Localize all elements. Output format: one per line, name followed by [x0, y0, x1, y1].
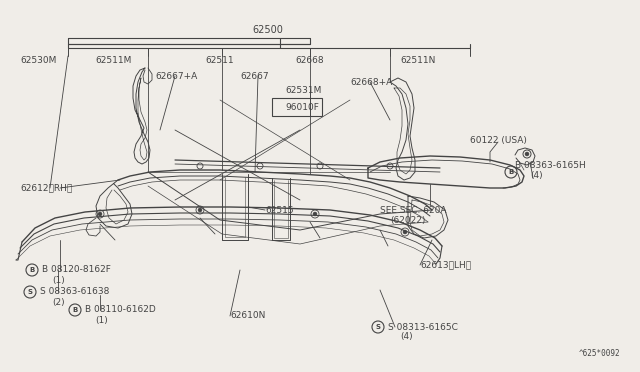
Text: ^625*0092: ^625*0092	[579, 349, 620, 358]
Text: 62668: 62668	[295, 55, 324, 64]
Text: 96010F: 96010F	[285, 103, 319, 112]
Text: (1): (1)	[95, 315, 108, 324]
Text: 60122 (USA): 60122 (USA)	[470, 135, 527, 144]
Text: S: S	[376, 324, 381, 330]
Text: B 08120-8162F: B 08120-8162F	[42, 266, 111, 275]
Text: 62668+A: 62668+A	[350, 77, 392, 87]
Text: B: B	[72, 307, 77, 313]
Text: (62022): (62022)	[390, 215, 426, 224]
Text: B 08363-6165H: B 08363-6165H	[515, 160, 586, 170]
Circle shape	[198, 208, 202, 212]
Text: B 08110-6162D: B 08110-6162D	[85, 305, 156, 314]
Text: 62667+A: 62667+A	[155, 71, 197, 80]
Circle shape	[98, 212, 102, 216]
Text: 62500: 62500	[253, 25, 284, 35]
Circle shape	[313, 212, 317, 216]
Text: B: B	[29, 267, 35, 273]
Text: (2): (2)	[52, 298, 65, 307]
Text: 62511M: 62511M	[95, 55, 131, 64]
Text: 62515: 62515	[265, 205, 294, 215]
Text: (4): (4)	[530, 170, 543, 180]
Text: B: B	[508, 169, 514, 175]
Text: (1): (1)	[52, 276, 65, 285]
Text: (4): (4)	[400, 333, 413, 341]
Text: 62531M: 62531M	[285, 86, 321, 94]
Text: 62610N: 62610N	[230, 311, 266, 321]
Text: S 08313-6165C: S 08313-6165C	[388, 323, 458, 331]
Text: 62612〈RH〉: 62612〈RH〉	[20, 183, 72, 192]
Text: S: S	[28, 289, 33, 295]
Text: 62530M: 62530M	[20, 55, 56, 64]
Text: 62511: 62511	[205, 55, 234, 64]
Text: S 08363-61638: S 08363-61638	[40, 288, 109, 296]
Text: 62667: 62667	[240, 71, 269, 80]
Bar	[272, 98, 322, 116]
Circle shape	[525, 152, 529, 156]
Text: 62511N: 62511N	[400, 55, 435, 64]
Circle shape	[403, 230, 407, 234]
Text: SEE SEC. 620A: SEE SEC. 620A	[380, 205, 447, 215]
Text: 62613〈LH〉: 62613〈LH〉	[420, 260, 471, 269]
